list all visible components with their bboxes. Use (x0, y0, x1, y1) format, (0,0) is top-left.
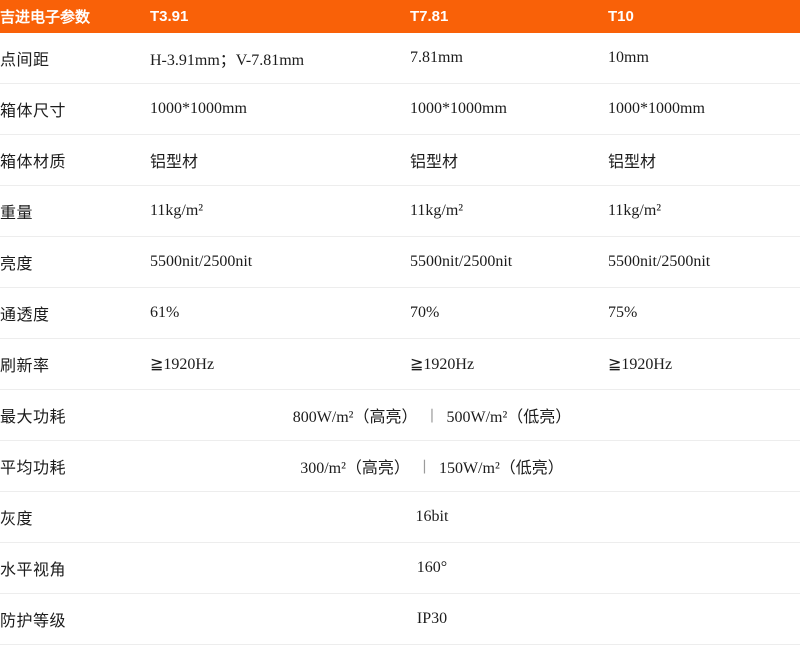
table-row: 最大功耗 800W/m²（高亮） 丨 500W/m²（低亮） (0, 389, 800, 441)
row-value-model-2: 11kg/m² (410, 185, 608, 237)
row-value-model-3: 75% (608, 287, 800, 339)
row-value-single: 160° (416, 559, 448, 576)
row-value-model-1: ≧1920Hz (150, 338, 410, 390)
table-row: 灰度 16bit (0, 491, 800, 543)
row-value-merged: IP30 (150, 593, 800, 645)
row-value-model-2: 5500nit/2500nit (410, 236, 608, 288)
row-value-single: 16bit (415, 508, 449, 525)
row-label: 重量 (0, 185, 150, 237)
header-row: 吉进电子参数 T3.91 T7.81 T10 (0, 0, 800, 33)
product-spec-table: 吉进电子参数 T3.91 T7.81 T10 点间距 H-3.91mm；V-7.… (0, 0, 800, 645)
row-value-model-2: 7.81mm (410, 33, 608, 84)
row-label: 箱体尺寸 (0, 83, 150, 135)
row-value-model-3: 5500nit/2500nit (608, 236, 800, 288)
row-value-single: IP30 (416, 610, 448, 627)
value-separator: 丨 (416, 460, 432, 476)
row-value-model-2: 1000*1000mm (410, 83, 608, 135)
row-value-model-3: 铝型材 (608, 134, 800, 186)
row-value-low-brightness: 500W/m²（低亮） (446, 409, 572, 426)
row-value-model-1: 铝型材 (150, 134, 410, 186)
row-label: 亮度 (0, 236, 150, 288)
row-value-model-1: 61% (150, 287, 410, 339)
row-value-model-3: 11kg/m² (608, 185, 800, 237)
table-row: 箱体尺寸 1000*1000mm 1000*1000mm 1000*1000mm (0, 83, 800, 135)
row-value-merged: 300/m²（高亮） 丨 150W/m²（低亮） (150, 440, 800, 492)
row-label: 点间距 (0, 33, 150, 84)
table-body: 点间距 H-3.91mm；V-7.81mm 7.81mm 10mm 箱体尺寸 1… (0, 33, 800, 645)
table-row: 平均功耗 300/m²（高亮） 丨 150W/m²（低亮） (0, 440, 800, 492)
table-row: 通透度 61% 70% 75% (0, 287, 800, 339)
row-value-model-3: 10mm (608, 33, 800, 84)
row-value-model-1: 1000*1000mm (150, 83, 410, 135)
row-label: 通透度 (0, 287, 150, 339)
row-value-model-1: 5500nit/2500nit (150, 236, 410, 288)
row-value-model-3: ≧1920Hz (608, 338, 800, 390)
header-cell-model-2: T7.81 (410, 8, 449, 25)
row-value-model-2: ≧1920Hz (410, 338, 608, 390)
header-cell-parameter: 吉进电子参数 (0, 9, 91, 26)
table-row: 防护等级 IP30 (0, 593, 800, 645)
row-label: 最大功耗 (0, 389, 150, 441)
row-label: 箱体材质 (0, 134, 150, 186)
row-label: 防护等级 (0, 593, 150, 645)
row-value-low-brightness: 150W/m²（低亮） (438, 460, 564, 477)
row-label: 灰度 (0, 491, 150, 543)
row-value-model-1: H-3.91mm；V-7.81mm (150, 33, 410, 84)
table-row: 点间距 H-3.91mm；V-7.81mm 7.81mm 10mm (0, 33, 800, 84)
row-value-high-brightness: 800W/m²（高亮） (292, 409, 418, 426)
row-value-merged: 800W/m²（高亮） 丨 500W/m²（低亮） (150, 389, 800, 441)
row-value-model-3: 1000*1000mm (608, 83, 800, 135)
header-cell-model-1: T3.91 (150, 8, 189, 25)
table-header: 吉进电子参数 T3.91 T7.81 T10 (0, 0, 800, 33)
row-value-model-2: 铝型材 (410, 134, 608, 186)
row-value-model-1: 11kg/m² (150, 185, 410, 237)
table-row: 重量 11kg/m² 11kg/m² 11kg/m² (0, 185, 800, 237)
table-row: 刷新率 ≧1920Hz ≧1920Hz ≧1920Hz (0, 338, 800, 390)
row-label: 水平视角 (0, 542, 150, 594)
row-label: 平均功耗 (0, 440, 150, 492)
row-value-model-2: 70% (410, 287, 608, 339)
header-cell-model-3: T10 (608, 8, 634, 25)
row-value-high-brightness: 300/m²（高亮） (300, 460, 410, 477)
table-row: 水平视角 160° (0, 542, 800, 594)
row-value-merged: 160° (150, 542, 800, 594)
table-row: 亮度 5500nit/2500nit 5500nit/2500nit 5500n… (0, 236, 800, 288)
table-row: 箱体材质 铝型材 铝型材 铝型材 (0, 134, 800, 186)
row-label: 刷新率 (0, 338, 150, 390)
value-separator: 丨 (424, 409, 440, 425)
row-value-merged: 16bit (150, 491, 800, 543)
